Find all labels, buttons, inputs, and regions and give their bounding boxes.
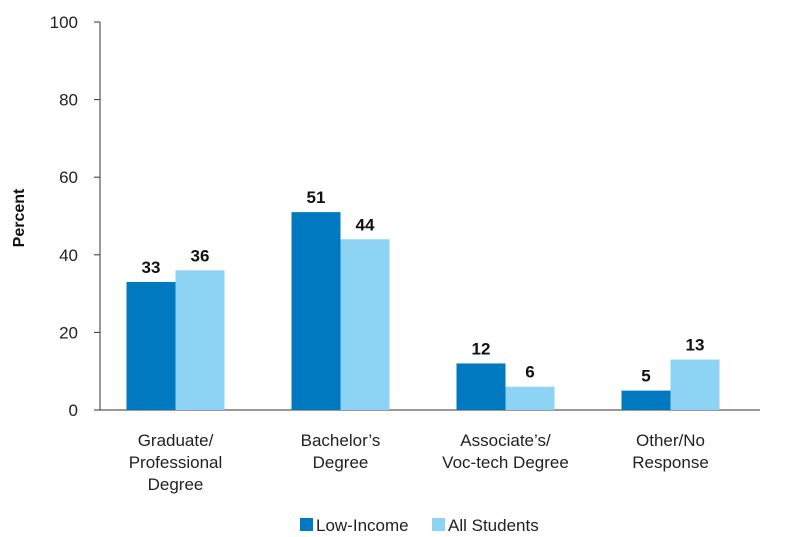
bar bbox=[670, 359, 720, 410]
legend: Low-Income All Students bbox=[300, 516, 539, 535]
data-label: 12 bbox=[472, 339, 491, 358]
bars: 33 36 51 44 12 6 5 13 bbox=[126, 188, 720, 410]
y-axis-label: Percent bbox=[11, 188, 28, 247]
data-label: 33 bbox=[142, 258, 161, 277]
bar bbox=[505, 386, 555, 410]
bar bbox=[126, 281, 176, 410]
y-tick-label: 0 bbox=[69, 401, 78, 420]
x-tick-label: Bachelor’s Degree bbox=[301, 431, 381, 472]
bar bbox=[621, 390, 671, 410]
bar bbox=[456, 363, 506, 410]
data-label: 5 bbox=[641, 367, 650, 386]
data-label: 6 bbox=[525, 363, 534, 382]
data-label: 13 bbox=[686, 336, 705, 355]
y-tick-label: 20 bbox=[59, 323, 78, 342]
y-tick-label: 100 bbox=[50, 13, 78, 32]
legend-swatch bbox=[300, 518, 313, 531]
x-tick-label: Other/No Response bbox=[632, 431, 709, 472]
data-label: 44 bbox=[356, 215, 375, 234]
data-label: 51 bbox=[307, 188, 326, 207]
bar bbox=[175, 270, 225, 410]
y-tick-label: 40 bbox=[59, 246, 78, 265]
bar bbox=[291, 212, 341, 410]
x-tick-label: Associate’s/Voc-tech Degree bbox=[442, 431, 569, 472]
bar bbox=[340, 239, 390, 410]
x-tick-label: Graduate/Professional Degree bbox=[129, 431, 223, 494]
legend-label: All Students bbox=[448, 516, 539, 535]
legend-label: Low-Income bbox=[316, 516, 409, 535]
data-label: 36 bbox=[191, 246, 210, 265]
legend-swatch bbox=[432, 518, 445, 531]
y-tick-label: 80 bbox=[59, 91, 78, 110]
x-axis-labels: Graduate/Professional Degree Bachelor’s Deg… bbox=[129, 431, 709, 494]
y-tick-label: 60 bbox=[59, 168, 78, 187]
